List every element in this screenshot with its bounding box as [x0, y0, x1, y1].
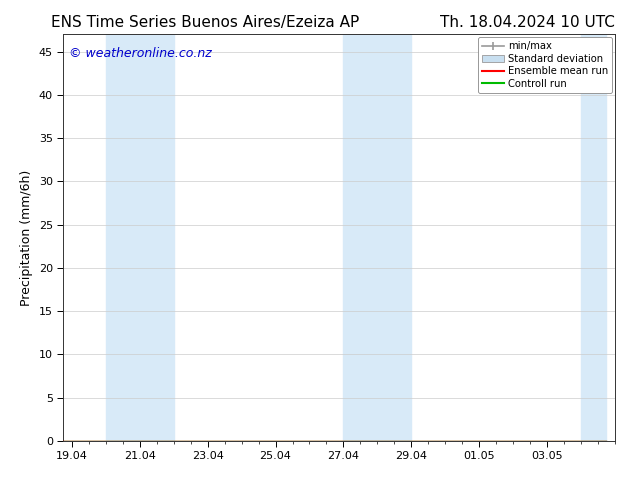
Bar — [106, 34, 174, 441]
Text: ENS Time Series Buenos Aires/Ezeiza AP: ENS Time Series Buenos Aires/Ezeiza AP — [51, 15, 359, 30]
Text: © weatheronline.co.nz: © weatheronline.co.nz — [69, 47, 212, 59]
Text: Th. 18.04.2024 10 UTC: Th. 18.04.2024 10 UTC — [440, 15, 615, 30]
Bar — [581, 34, 607, 441]
Y-axis label: Precipitation (mm/6h): Precipitation (mm/6h) — [20, 170, 34, 306]
Legend: min/max, Standard deviation, Ensemble mean run, Controll run: min/max, Standard deviation, Ensemble me… — [478, 37, 612, 93]
Bar — [344, 34, 411, 441]
